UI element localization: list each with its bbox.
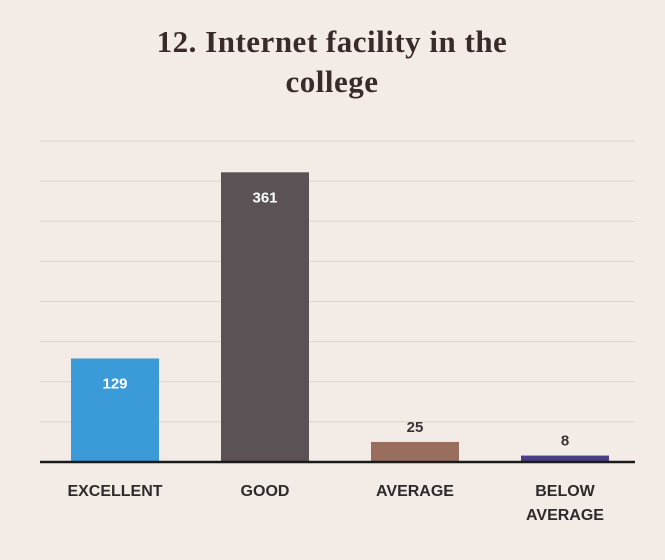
data-label: 361 xyxy=(252,189,277,206)
x-tick-label-box: AVERAGE xyxy=(376,483,454,500)
x-tick-label: GOOD xyxy=(240,483,290,500)
bar xyxy=(221,172,309,463)
data-label: 8 xyxy=(561,433,569,450)
x-tick-label: BELOW AVERAGE xyxy=(526,483,604,524)
x-tick-label: EXCELLENT xyxy=(67,483,163,500)
chart-title: 12. Internet facility in the college xyxy=(156,24,508,99)
x-tick-label-box: BELOW AVERAGE xyxy=(526,483,604,524)
bar xyxy=(521,455,609,462)
data-label: 25 xyxy=(407,419,424,436)
data-label: 129 xyxy=(102,375,127,392)
bar xyxy=(371,441,459,462)
x-tick-label-box: EXCELLENT xyxy=(67,483,163,500)
x-tick-label-box: GOOD xyxy=(240,483,290,500)
bar xyxy=(71,358,159,462)
x-tick-label: AVERAGE xyxy=(376,483,454,500)
